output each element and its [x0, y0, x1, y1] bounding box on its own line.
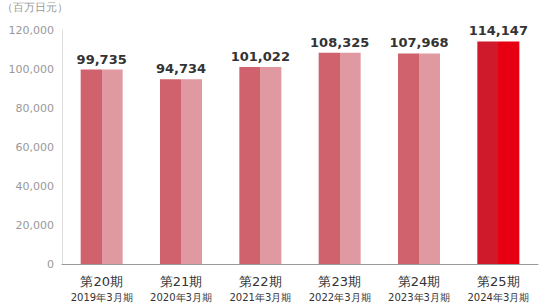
svg-text:100,000: 100,000 — [9, 63, 55, 76]
svg-text:99,735: 99,735 — [77, 52, 127, 67]
svg-text:101,022: 101,022 — [231, 49, 290, 64]
svg-text:94,734: 94,734 — [156, 61, 206, 76]
svg-text:2024年3月期: 2024年3月期 — [467, 292, 529, 303]
svg-text:2020年3月期: 2020年3月期 — [150, 292, 212, 303]
svg-text:（百万日元）: （百万日元） — [2, 1, 68, 14]
svg-text:120,000: 120,000 — [9, 24, 55, 37]
svg-text:108,325: 108,325 — [310, 35, 369, 50]
svg-text:20,000: 20,000 — [16, 219, 55, 232]
svg-text:第20期: 第20期 — [80, 274, 123, 289]
svg-text:2021年3月期: 2021年3月期 — [229, 292, 291, 303]
svg-text:114,147: 114,147 — [469, 23, 528, 38]
svg-text:40,000: 40,000 — [16, 180, 55, 193]
svg-text:2023年3月期: 2023年3月期 — [388, 292, 450, 303]
svg-text:第22期: 第22期 — [239, 274, 282, 289]
svg-text:0: 0 — [47, 258, 54, 271]
svg-text:2022年3月期: 2022年3月期 — [309, 292, 371, 303]
svg-text:80,000: 80,000 — [16, 102, 55, 115]
svg-text:107,968: 107,968 — [389, 35, 448, 50]
svg-text:60,000: 60,000 — [16, 141, 55, 154]
svg-text:第24期: 第24期 — [398, 274, 441, 289]
svg-text:第23期: 第23期 — [318, 274, 361, 289]
svg-text:第21期: 第21期 — [160, 274, 203, 289]
svg-text:2019年3月期: 2019年3月期 — [71, 292, 133, 303]
svg-text:第25期: 第25期 — [477, 274, 520, 289]
